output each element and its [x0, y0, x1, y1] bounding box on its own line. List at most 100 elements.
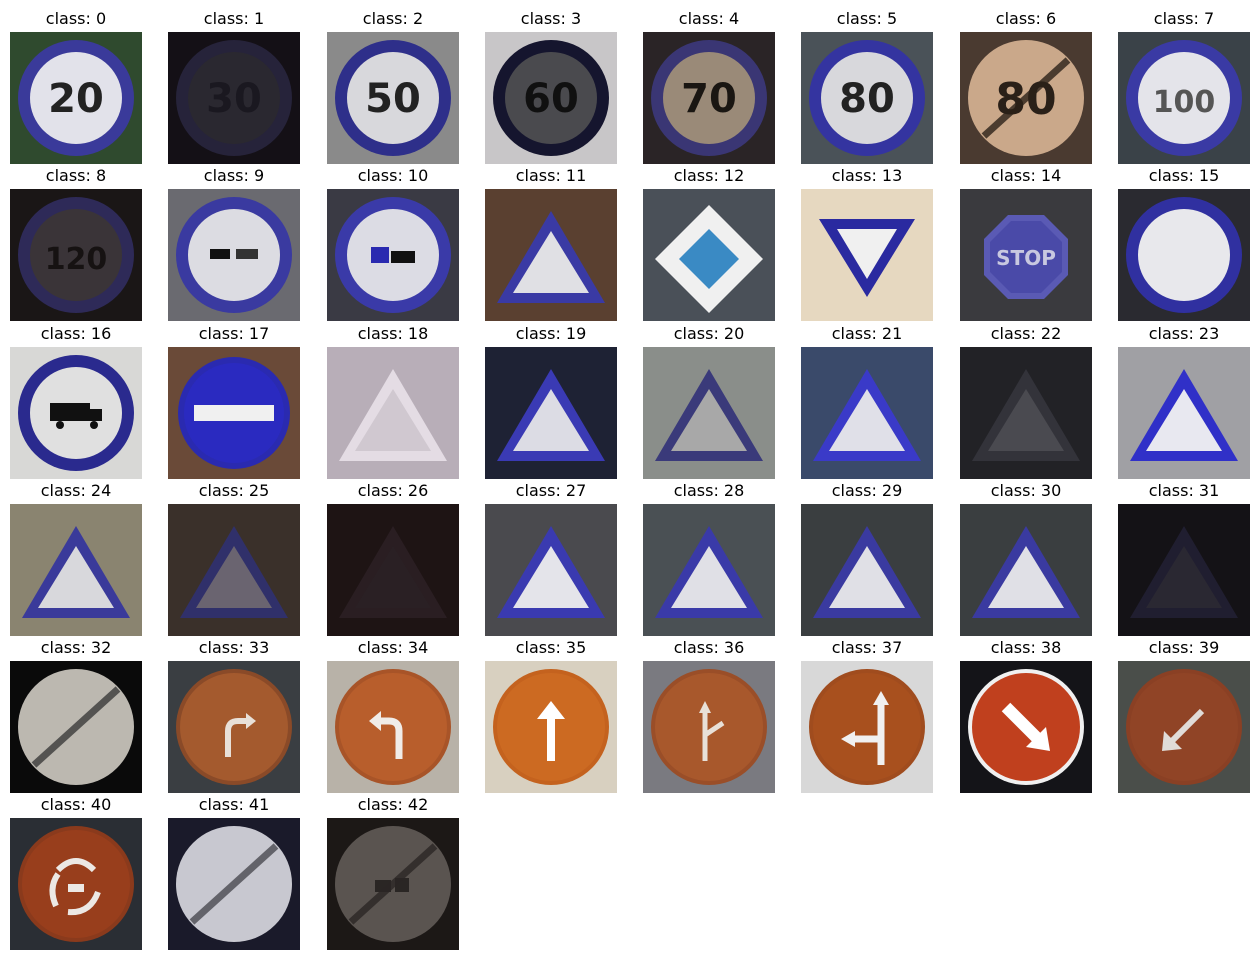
sign-symbol	[225, 713, 256, 757]
class-label-id: 19	[565, 324, 587, 343]
sign-thumbnail	[485, 661, 617, 793]
class-label-id: 26	[407, 481, 429, 500]
sign-face	[671, 389, 747, 451]
sign-thumbnail	[801, 661, 933, 793]
sign-end-stripe	[189, 843, 279, 925]
sign-thumbnail: 80	[960, 32, 1092, 164]
class-label-id: 28	[723, 481, 745, 500]
sign-face	[829, 546, 905, 608]
sign-symbol	[699, 701, 725, 761]
sign-face	[679, 229, 739, 289]
class-label-prefix: class:	[831, 481, 882, 500]
sign-thumbnail	[643, 189, 775, 321]
sign-thumbnail	[168, 189, 300, 321]
sign-thumbnail	[485, 189, 617, 321]
sign-thumbnail: 120	[10, 189, 142, 321]
class-label: class: 13	[781, 166, 953, 186]
class-label-id: 33	[248, 638, 270, 657]
sign-thumbnail	[801, 347, 933, 479]
sign-thumbnail	[801, 504, 933, 636]
class-label: class: 26	[307, 481, 479, 501]
class-label-id: 23	[1198, 324, 1220, 343]
class-label-prefix: class:	[673, 638, 724, 657]
sign-face	[188, 209, 280, 301]
class-label-prefix: class:	[1148, 324, 1199, 343]
sign-thumbnail: 100	[1118, 32, 1250, 164]
sign-face	[188, 52, 280, 144]
class-label-prefix: class:	[990, 324, 1041, 343]
class-label: class: 1	[148, 9, 320, 29]
class-label-id: 21	[881, 324, 903, 343]
class-label-prefix: class:	[198, 481, 249, 500]
class-label-prefix: class:	[515, 638, 566, 657]
sign-glyph: 100	[1153, 85, 1216, 120]
class-label-id: 3	[571, 9, 582, 28]
sign-thumbnail	[168, 504, 300, 636]
class-label-id: 12	[723, 166, 745, 185]
class-label: class: 9	[148, 166, 320, 186]
class-label: class: 39	[1098, 638, 1259, 658]
class-label-prefix: class:	[831, 166, 882, 185]
class-label-id: 34	[407, 638, 429, 657]
sign-thumbnail	[327, 661, 459, 793]
sign-face	[988, 389, 1064, 451]
class-label: class: 25	[148, 481, 320, 501]
class-label: class: 15	[1098, 166, 1259, 186]
class-label: class: 0	[0, 9, 162, 29]
sign-face	[663, 52, 755, 144]
class-label-id: 24	[90, 481, 112, 500]
sign-face	[355, 546, 431, 608]
sign-thumbnail	[485, 347, 617, 479]
class-label: class: 10	[307, 166, 479, 186]
class-label: class: 16	[0, 324, 162, 344]
class-label-id: 11	[565, 166, 587, 185]
class-label-prefix: class:	[203, 166, 254, 185]
sign-thumbnail	[10, 504, 142, 636]
sign-thumbnail: 80	[801, 32, 933, 164]
sign-face	[1138, 209, 1230, 301]
sign-symbol	[841, 691, 889, 765]
class-label-prefix: class:	[362, 9, 413, 28]
class-label: class: 32	[0, 638, 162, 658]
sign-thumbnail	[10, 347, 142, 479]
class-label-id: 40	[90, 795, 112, 814]
sign-face	[821, 52, 913, 144]
class-label-id: 31	[1198, 481, 1220, 500]
sign-thumbnail	[960, 661, 1092, 793]
class-label-id: 8	[96, 166, 107, 185]
class-label-id: 18	[407, 324, 429, 343]
class-label-id: 13	[881, 166, 903, 185]
sign-face	[513, 546, 589, 608]
class-label: class: 29	[781, 481, 953, 501]
sign-face	[38, 546, 114, 608]
sign-thumbnail: 50	[327, 32, 459, 164]
class-label-prefix: class:	[990, 166, 1041, 185]
sign-face	[513, 231, 589, 293]
class-label-id: 16	[90, 324, 112, 343]
class-label: class: 11	[465, 166, 637, 186]
sign-end-stripe	[981, 57, 1071, 139]
sign-glyph: 20	[48, 76, 104, 122]
class-label: class: 4	[623, 9, 795, 29]
sign-face	[1146, 389, 1222, 451]
class-label: class: 38	[940, 638, 1112, 658]
sign-thumbnail	[168, 818, 300, 950]
class-label-prefix: class:	[40, 638, 91, 657]
sign-end-stripe	[31, 686, 121, 768]
sign-face	[196, 546, 272, 608]
class-label-id: 15	[1198, 166, 1220, 185]
class-label-prefix: class:	[40, 795, 91, 814]
class-label-prefix: class:	[357, 166, 408, 185]
sign-thumbnail	[10, 661, 142, 793]
class-label-prefix: class:	[673, 166, 724, 185]
sign-thumbnail	[327, 818, 459, 950]
class-label-id: 20	[723, 324, 745, 343]
sign-glyph: 70	[681, 76, 737, 122]
sign-symbol	[1162, 708, 1205, 751]
sign-face	[988, 546, 1064, 608]
class-label-id: 1	[254, 9, 265, 28]
sign-face	[655, 673, 763, 781]
class-label: class: 35	[465, 638, 637, 658]
class-label-prefix: class:	[678, 9, 729, 28]
sign-thumbnail	[1118, 504, 1250, 636]
